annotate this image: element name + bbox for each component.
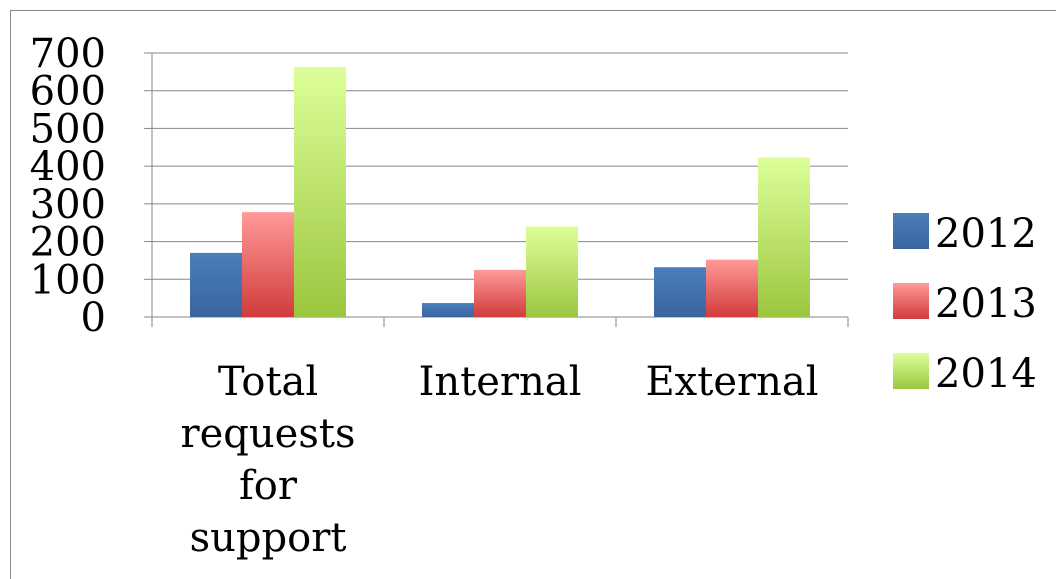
bar-2013-2: [706, 259, 758, 317]
legend-label-2012: 2012: [935, 211, 1037, 257]
category-labels: Total requests for support Internal External: [181, 359, 819, 561]
legend-label-2014: 2014: [935, 351, 1037, 397]
legend: 2012 2013 2014: [893, 211, 1037, 397]
bar-2014-1: [526, 226, 578, 317]
category-label: Internal: [419, 359, 582, 405]
y-tick-label: 100: [30, 257, 106, 303]
legend-swatch-2013: [893, 283, 929, 319]
y-tick-label: 0: [81, 295, 106, 341]
bar-2012-0: [190, 252, 242, 317]
bar-2014-0: [294, 66, 346, 317]
y-tick-label: 500: [30, 106, 106, 152]
bar-2013-1: [474, 269, 526, 317]
bar-2012-1: [422, 303, 474, 317]
legend-swatch-2014: [893, 353, 929, 389]
y-tick-label: 200: [30, 220, 106, 266]
y-tick-label: 600: [30, 69, 106, 115]
y-tick-label: 700: [30, 31, 106, 77]
legend-swatch-2012: [893, 213, 929, 249]
y-tick-label: 300: [30, 182, 106, 228]
bar-2014-2: [758, 157, 810, 317]
legend-label-2013: 2013: [935, 281, 1037, 327]
bar-2013-0: [242, 212, 294, 317]
bar-2012-2: [654, 267, 706, 317]
category-label: External: [645, 359, 818, 405]
chart-frame: [10, 10, 1056, 579]
category-label: Total requests for support: [181, 359, 356, 561]
y-tick-label: 400: [30, 144, 106, 190]
bars: [190, 66, 810, 317]
